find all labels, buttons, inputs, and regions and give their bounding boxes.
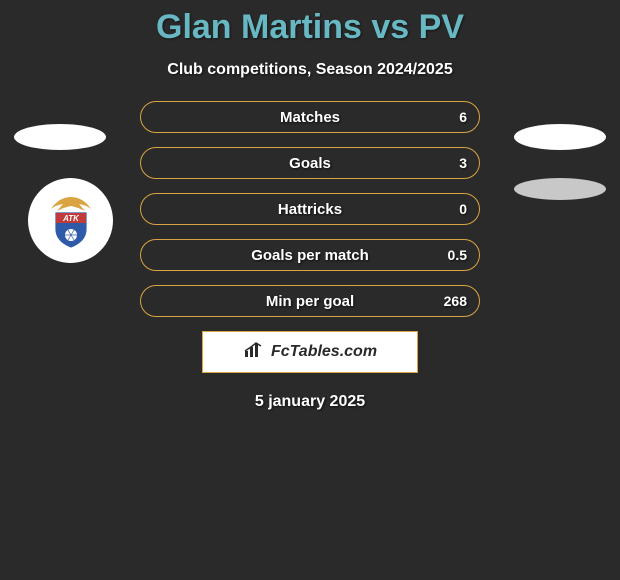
stat-row-hattricks: Hattricks 0 (140, 193, 480, 225)
stat-label: Hattricks (278, 201, 342, 218)
stat-value: 3 (459, 155, 467, 171)
fctables-label: FcTables.com (271, 343, 377, 361)
page-title: Glan Martins vs PV (0, 0, 620, 47)
stat-row-goals: Goals 3 (140, 147, 480, 179)
stats-container: Matches 6 Goals 3 Hattricks 0 Goals per … (140, 101, 480, 317)
subtitle: Club competitions, Season 2024/2025 (0, 61, 620, 79)
player-right-oval-1 (514, 124, 606, 150)
player-right-oval-2 (514, 178, 606, 200)
club-badge: ATK (28, 178, 113, 263)
player-left-oval (14, 124, 106, 150)
stat-row-matches: Matches 6 (140, 101, 480, 133)
fctables-link[interactable]: FcTables.com (202, 331, 418, 373)
stat-row-goals-per-match: Goals per match 0.5 (140, 239, 480, 271)
bar-chart-icon (243, 341, 265, 364)
stat-row-min-per-goal: Min per goal 268 (140, 285, 480, 317)
date-text: 5 january 2025 (0, 393, 620, 411)
stat-value: 268 (444, 293, 467, 309)
stat-label: Goals per match (251, 247, 369, 264)
stat-label: Min per goal (266, 293, 354, 310)
stat-label: Matches (280, 109, 340, 126)
stat-label: Goals (289, 155, 331, 172)
stat-value: 6 (459, 109, 467, 125)
stat-value: 0.5 (448, 247, 467, 263)
stat-value: 0 (459, 201, 467, 217)
svg-text:ATK: ATK (62, 214, 80, 223)
atk-logo: ATK (41, 191, 101, 251)
